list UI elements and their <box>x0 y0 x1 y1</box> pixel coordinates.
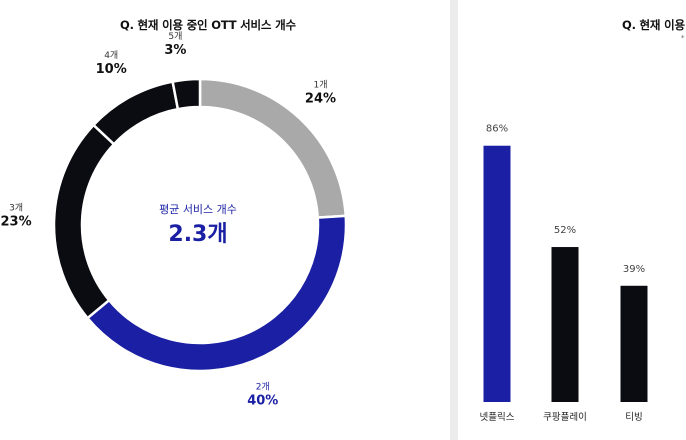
donut-slice-value-label: 24% <box>305 92 336 107</box>
bar-category-label: 티빙 <box>625 412 642 423</box>
donut-slice-category-label: 3개 <box>9 202 23 213</box>
donut-center-value: 2.3개 <box>168 222 227 247</box>
donut-chart-panel: Q. 현재 이용 중인 OTT 서비스 개수 1개 24% 2개 40% 3개 23% 4개… <box>0 18 348 409</box>
donut-slice-value-label: 40% <box>247 394 278 409</box>
bar-category-label: 넷플릭스 <box>480 411 515 423</box>
donut-slice-value-label: 3% <box>164 43 186 58</box>
panel-divider <box>450 0 458 440</box>
bar-category-label: 쿠팡플레이 <box>543 412 587 423</box>
donut-slice-3 <box>52 123 116 320</box>
donut-slice-value-label: 23% <box>1 214 32 229</box>
bar-1 <box>483 145 511 402</box>
bar-chart-title: Q. 현재 이용 <box>622 18 685 32</box>
donut-slice-4 <box>91 80 180 146</box>
donut-slice-category-label: 4개 <box>104 50 118 61</box>
donut-chart-title: Q. 현재 이용 중인 OTT 서비스 개수 <box>120 18 296 32</box>
bar-chart-note: * <box>681 34 685 42</box>
donut-slice-5 <box>171 77 202 111</box>
bar-value-label: 39% <box>623 264 645 275</box>
donut-slice-category-label: 2개 <box>256 382 270 393</box>
donut-slice-category-label: 5개 <box>168 31 182 42</box>
bar-2 <box>551 247 579 402</box>
donut-slice-value-label: 10% <box>96 62 127 77</box>
donut-center-label: 평균 서비스 개수 <box>159 203 237 216</box>
bar-3 <box>620 285 648 402</box>
bar-value-label: 86% <box>486 124 508 135</box>
donut-slice-category-label: 1개 <box>313 80 327 91</box>
bar-value-label: 52% <box>554 225 576 236</box>
